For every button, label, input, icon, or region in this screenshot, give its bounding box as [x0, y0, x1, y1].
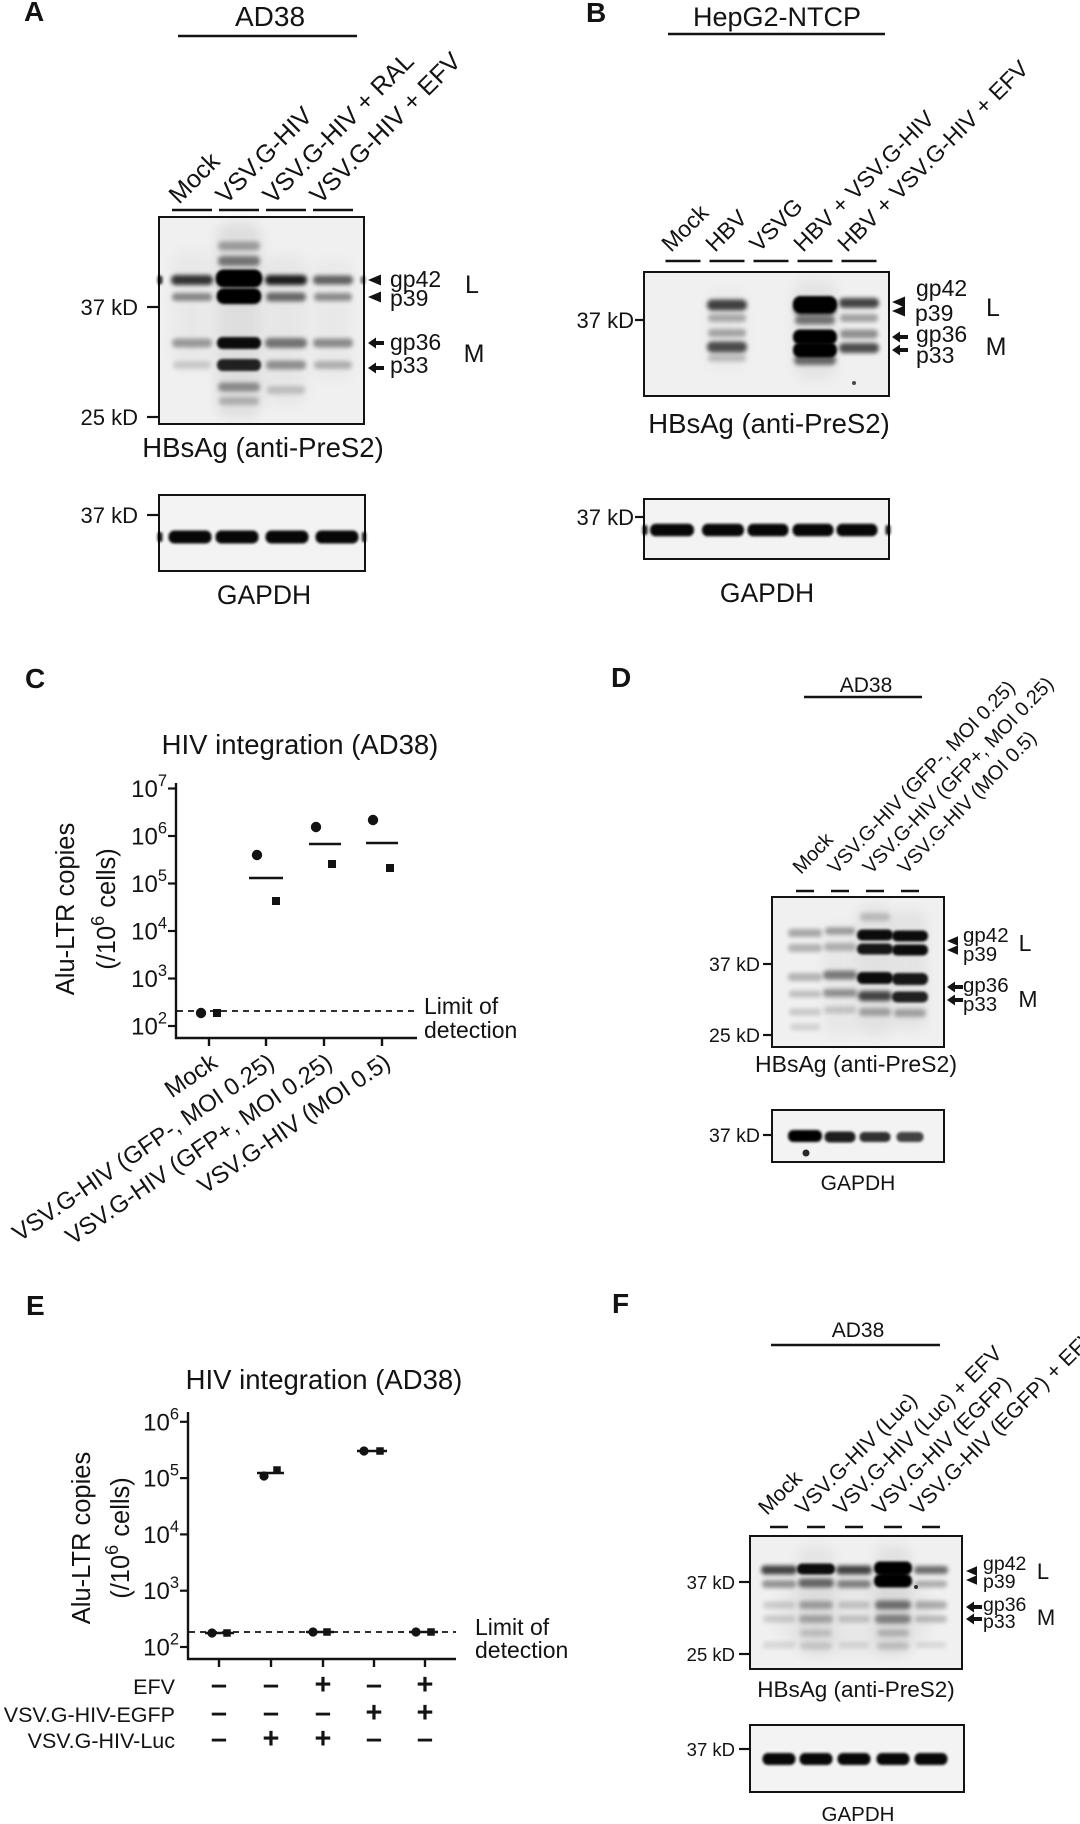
svg-text:–: –: [366, 1669, 382, 1701]
svg-text:p33: p33: [983, 1611, 1016, 1633]
svg-text:Limit of: Limit of: [475, 1614, 550, 1640]
svg-text:–: –: [263, 1697, 279, 1729]
svg-text:37 kD: 37 kD: [577, 308, 634, 333]
svg-text:103: 103: [143, 1574, 179, 1605]
svg-text:gp36: gp36: [916, 321, 967, 347]
svg-text:37 kD: 37 kD: [81, 295, 138, 320]
svg-text:L: L: [1019, 930, 1032, 956]
svg-text:+: +: [315, 1723, 332, 1755]
svg-text:–: –: [315, 1697, 331, 1729]
svg-text:GAPDH: GAPDH: [720, 578, 814, 608]
svg-text:(/106 cells): (/106 cells): [88, 848, 121, 970]
svg-text:GAPDH: GAPDH: [217, 580, 311, 610]
svg-text:37 kD: 37 kD: [709, 1125, 760, 1147]
svg-text:p33: p33: [390, 352, 428, 378]
svg-text:gp42: gp42: [963, 924, 1009, 947]
svg-text:p33: p33: [916, 342, 954, 368]
svg-text:25 kD: 25 kD: [687, 1644, 735, 1665]
svg-text:E: E: [26, 1290, 45, 1321]
svg-text:–: –: [211, 1669, 227, 1701]
svg-text:D: D: [611, 662, 631, 693]
svg-text:+: +: [366, 1697, 383, 1729]
svg-text:VSV.G-HIV-EGFP: VSV.G-HIV-EGFP: [4, 1703, 175, 1727]
svg-text:AD38: AD38: [235, 1, 305, 32]
svg-text:gp42: gp42: [390, 266, 441, 292]
svg-text:37 kD: 37 kD: [81, 503, 138, 528]
svg-text:M: M: [1037, 1605, 1055, 1630]
svg-text:L: L: [986, 294, 1000, 322]
svg-text:AD38: AD38: [840, 674, 893, 697]
svg-text:gp42: gp42: [916, 275, 967, 301]
svg-text:–: –: [366, 1723, 382, 1755]
svg-text:37 kD: 37 kD: [709, 954, 760, 976]
svg-text:HepG2-NTCP: HepG2-NTCP: [693, 2, 861, 32]
svg-text:+: +: [263, 1723, 280, 1755]
svg-text:GAPDH: GAPDH: [822, 1803, 895, 1824]
svg-text:HBsAg (anti-PreS2): HBsAg (anti-PreS2): [648, 408, 889, 439]
svg-text:25 kD: 25 kD: [709, 1025, 760, 1047]
svg-text:gp42: gp42: [983, 1553, 1026, 1575]
svg-text:Alu-LTR copies: Alu-LTR copies: [68, 1452, 96, 1624]
svg-text:p33: p33: [963, 993, 997, 1016]
svg-text:p39: p39: [915, 300, 953, 326]
svg-text:Alu-LTR copies: Alu-LTR copies: [52, 823, 80, 995]
svg-text:Limit of: Limit of: [424, 993, 499, 1019]
svg-text:HIV integration (AD38): HIV integration (AD38): [162, 729, 439, 760]
svg-text:detection: detection: [424, 1017, 517, 1043]
svg-text:detection: detection: [475, 1637, 568, 1663]
svg-text:+: +: [417, 1697, 434, 1729]
svg-text:L: L: [465, 271, 479, 299]
svg-text:+: +: [417, 1669, 434, 1701]
svg-text:EFV: EFV: [133, 1675, 175, 1699]
svg-text:HBsAg (anti-PreS2): HBsAg (anti-PreS2): [142, 432, 383, 463]
svg-text:F: F: [612, 1288, 629, 1319]
svg-text:37 kD: 37 kD: [577, 505, 634, 530]
svg-text:B: B: [586, 0, 606, 28]
svg-text:GAPDH: GAPDH: [821, 1172, 896, 1195]
svg-text:37 kD: 37 kD: [687, 1572, 735, 1593]
svg-text:C: C: [25, 663, 45, 694]
svg-text:M: M: [1018, 986, 1037, 1012]
svg-text:–: –: [263, 1669, 279, 1701]
svg-text:p39: p39: [390, 285, 428, 311]
svg-text:gp36: gp36: [963, 974, 1009, 997]
svg-text:+: +: [315, 1669, 332, 1701]
svg-text:HIV integration (AD38): HIV integration (AD38): [186, 1364, 463, 1395]
svg-text:M: M: [464, 340, 485, 368]
svg-text:A: A: [24, 0, 44, 27]
svg-text:M: M: [986, 333, 1007, 361]
svg-text:gp36: gp36: [390, 329, 441, 355]
svg-text:p39: p39: [963, 943, 997, 966]
svg-text:HBsAg (anti-PreS2): HBsAg (anti-PreS2): [755, 1051, 957, 1077]
svg-text:L: L: [1037, 1559, 1049, 1584]
svg-text:25 kD: 25 kD: [81, 405, 138, 430]
svg-text:(/106 cells): (/106 cells): [102, 1477, 135, 1599]
svg-text:HBsAg (anti-PreS2): HBsAg (anti-PreS2): [757, 1677, 955, 1702]
svg-text:–: –: [211, 1723, 227, 1755]
svg-text:VSV.G-HIV-Luc: VSV.G-HIV-Luc: [28, 1729, 176, 1753]
svg-text:–: –: [417, 1723, 433, 1755]
svg-text:p39: p39: [983, 1571, 1016, 1593]
svg-text:AD38: AD38: [832, 1319, 885, 1342]
svg-text:–: –: [211, 1697, 227, 1729]
svg-text:gp36: gp36: [983, 1594, 1026, 1616]
svg-text:37 kD: 37 kD: [687, 1739, 735, 1760]
